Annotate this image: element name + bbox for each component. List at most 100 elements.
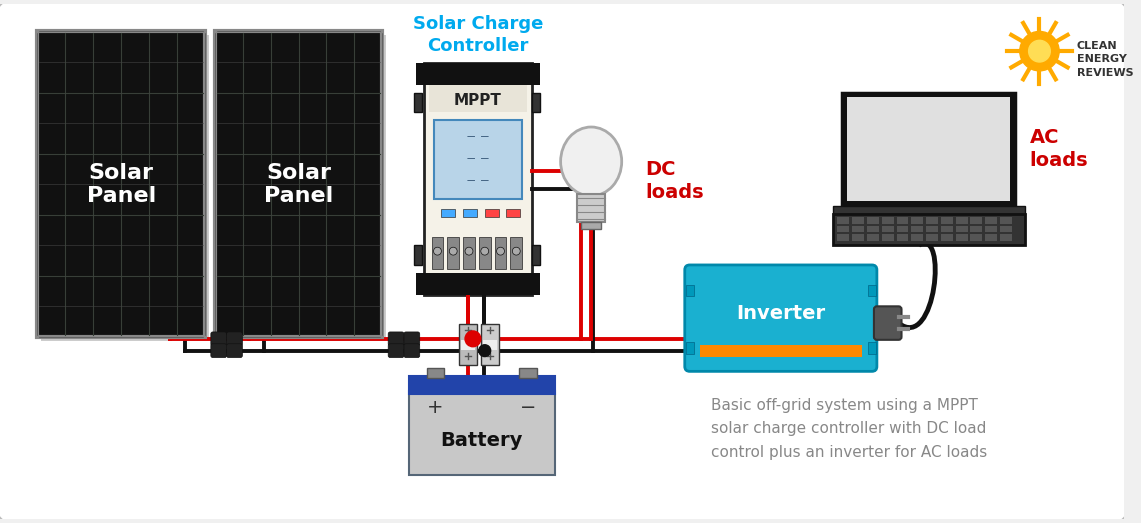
- Bar: [956, 225, 968, 232]
- Bar: [1000, 234, 1012, 241]
- Circle shape: [466, 247, 472, 255]
- FancyBboxPatch shape: [211, 332, 227, 346]
- Bar: [215, 31, 382, 337]
- Bar: [581, 222, 601, 230]
- Circle shape: [479, 345, 491, 357]
- Bar: [408, 376, 555, 394]
- Bar: [699, 345, 863, 357]
- Bar: [431, 237, 444, 269]
- Bar: [956, 217, 968, 223]
- Bar: [507, 209, 520, 217]
- Circle shape: [466, 331, 480, 347]
- Bar: [686, 342, 694, 354]
- Ellipse shape: [560, 127, 622, 196]
- Bar: [986, 234, 997, 241]
- FancyBboxPatch shape: [211, 344, 227, 358]
- Bar: [415, 273, 540, 294]
- Bar: [852, 217, 864, 223]
- Bar: [837, 225, 849, 232]
- FancyBboxPatch shape: [685, 265, 877, 371]
- FancyBboxPatch shape: [0, 2, 1126, 521]
- Bar: [868, 285, 876, 297]
- Bar: [897, 217, 908, 223]
- Text: CLEAN
ENERGY
REVIEWS: CLEAN ENERGY REVIEWS: [1077, 41, 1133, 78]
- Bar: [41, 36, 209, 341]
- FancyBboxPatch shape: [388, 332, 404, 346]
- Bar: [867, 225, 879, 232]
- Bar: [414, 93, 422, 112]
- Circle shape: [1020, 31, 1059, 71]
- FancyBboxPatch shape: [404, 344, 420, 358]
- Bar: [868, 342, 876, 354]
- Bar: [686, 285, 694, 297]
- Text: Solar
Panel: Solar Panel: [87, 163, 156, 206]
- Bar: [837, 217, 849, 223]
- Bar: [941, 234, 953, 241]
- FancyBboxPatch shape: [874, 306, 901, 340]
- Text: Solar
Panel: Solar Panel: [264, 163, 333, 206]
- Bar: [833, 206, 1025, 214]
- Bar: [926, 217, 938, 223]
- Bar: [219, 36, 386, 341]
- Circle shape: [512, 247, 520, 255]
- Bar: [1000, 217, 1012, 223]
- Bar: [510, 237, 523, 269]
- Bar: [926, 234, 938, 241]
- Bar: [848, 97, 1010, 201]
- Bar: [971, 225, 982, 232]
- Circle shape: [480, 247, 488, 255]
- Bar: [423, 63, 532, 294]
- Bar: [215, 31, 382, 337]
- Bar: [415, 63, 540, 85]
- Text: −: −: [520, 399, 536, 417]
- Circle shape: [434, 247, 442, 255]
- Bar: [38, 31, 205, 337]
- Bar: [833, 214, 1025, 245]
- Bar: [986, 217, 997, 223]
- Bar: [912, 225, 923, 232]
- Bar: [414, 245, 422, 265]
- Bar: [882, 234, 893, 241]
- Bar: [867, 217, 879, 223]
- Bar: [1000, 225, 1012, 232]
- Bar: [463, 237, 475, 269]
- Text: Battery: Battery: [440, 431, 523, 450]
- Bar: [429, 85, 527, 112]
- Bar: [519, 368, 537, 378]
- Bar: [38, 31, 205, 337]
- Bar: [427, 368, 444, 378]
- Bar: [882, 225, 893, 232]
- Bar: [577, 194, 605, 222]
- Bar: [941, 225, 953, 232]
- Bar: [852, 225, 864, 232]
- Bar: [463, 209, 477, 217]
- FancyBboxPatch shape: [388, 344, 404, 358]
- Bar: [986, 225, 997, 232]
- FancyBboxPatch shape: [227, 344, 242, 358]
- Bar: [926, 225, 938, 232]
- Bar: [897, 225, 908, 232]
- Bar: [447, 237, 459, 269]
- Text: +: +: [427, 399, 444, 417]
- Bar: [461, 340, 475, 350]
- Bar: [485, 209, 499, 217]
- Bar: [532, 245, 540, 265]
- Bar: [408, 391, 555, 475]
- Bar: [459, 324, 477, 366]
- Text: —  —: — —: [467, 154, 488, 163]
- Bar: [897, 234, 908, 241]
- Bar: [941, 217, 953, 223]
- Bar: [842, 93, 1014, 206]
- Text: Solar Charge
Controller: Solar Charge Controller: [413, 15, 543, 55]
- Bar: [434, 120, 523, 199]
- Bar: [532, 93, 540, 112]
- Text: Basic off-grid system using a MPPT
solar charge controller with DC load
control : Basic off-grid system using a MPPT solar…: [711, 398, 988, 460]
- Circle shape: [450, 247, 458, 255]
- Bar: [837, 234, 849, 241]
- Circle shape: [496, 247, 504, 255]
- Bar: [971, 217, 982, 223]
- FancyBboxPatch shape: [404, 332, 420, 346]
- Bar: [882, 217, 893, 223]
- Bar: [483, 340, 496, 350]
- FancyBboxPatch shape: [227, 332, 242, 346]
